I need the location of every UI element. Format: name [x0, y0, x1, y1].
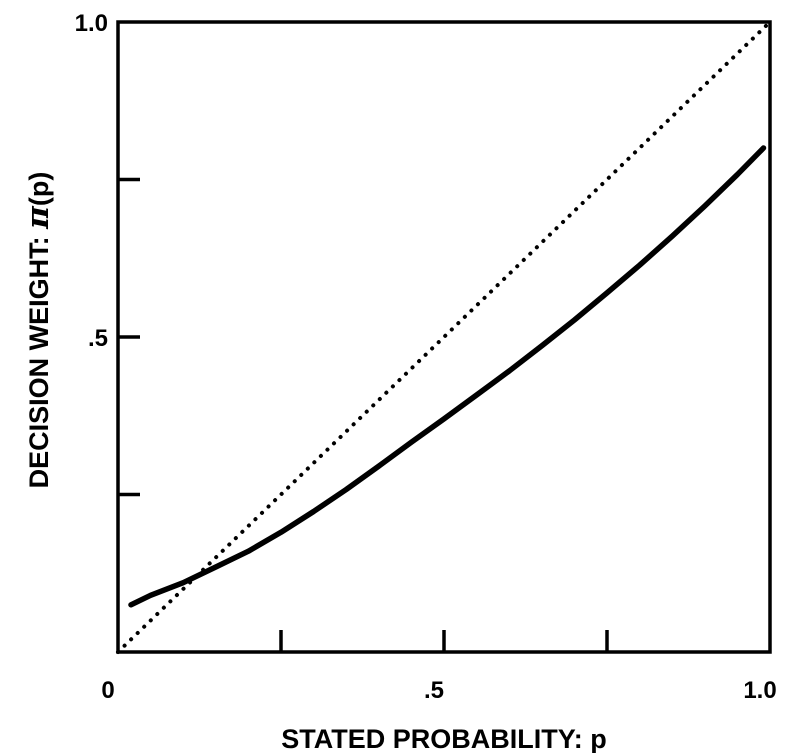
- y-axis-label: DECISION WEIGHT: π(p): [20, 172, 56, 489]
- x-tick-label-2: .5: [424, 677, 444, 704]
- y-tick-label-3: 1.0: [75, 10, 108, 37]
- x-tick-label-4: 1.0: [743, 677, 776, 704]
- data-series: [116, 20, 772, 654]
- y-axis-label-prefix: DECISION WEIGHT:: [24, 229, 54, 489]
- y-axis-label-symbol: π: [20, 205, 56, 230]
- y-tick-label-1: .5: [88, 325, 108, 352]
- x-tick-label-0: 0: [101, 677, 114, 704]
- series-line-1: [128, 145, 767, 608]
- series-line-0: [116, 20, 772, 654]
- tick-labels: 0 .5 1.0 .5 1.0: [75, 10, 777, 704]
- axis-ticks: [118, 177, 609, 652]
- x-axis-label: STATED PROBABILITY: p: [281, 724, 606, 753]
- y-axis-label-suffix: (p): [24, 172, 54, 206]
